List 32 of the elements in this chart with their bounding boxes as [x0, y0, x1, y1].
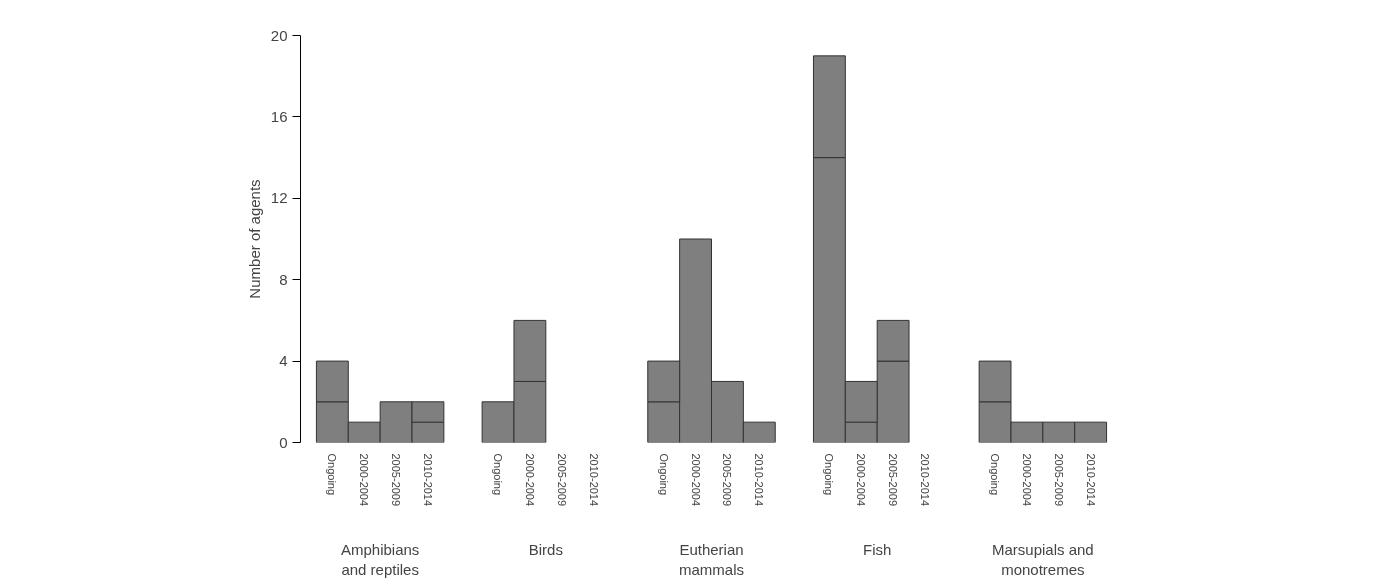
- y-tick-label: 0: [279, 433, 288, 451]
- x-tick-label: 2010-2014: [421, 453, 434, 507]
- x-tick-label: 2010-2014: [753, 453, 766, 507]
- y-tick-label: 20: [270, 26, 288, 44]
- x-tick-label: 2000-2004: [358, 453, 371, 507]
- x-tick-label: 2010-2014: [1084, 453, 1097, 507]
- x-tick-label: 2000-2004: [523, 453, 536, 507]
- x-tick-label: 2005-2009: [721, 453, 734, 507]
- x-tick-label: Ongoing: [326, 453, 339, 496]
- x-tick-label: 2005-2009: [390, 453, 403, 507]
- x-tick-label: 2005-2009: [555, 453, 568, 507]
- text: Fish: [863, 540, 892, 558]
- text: Marsupials and monotremes: [991, 540, 1094, 578]
- y-axis-title: Number of agents: [245, 179, 263, 299]
- x-tick-label: 2005-2009: [1052, 453, 1065, 507]
- text: Birds: [528, 540, 563, 558]
- x-tick-label: 2000-2004: [1020, 453, 1033, 507]
- x-tick-label: 2000-2004: [689, 453, 702, 507]
- x-tick-label: Ongoing: [492, 453, 505, 496]
- x-tick-label: Ongoing: [989, 453, 1002, 496]
- y-tick-label: 4: [279, 352, 288, 370]
- text: Eutherian mammals: [679, 540, 745, 578]
- x-tick-label: 2010-2014: [587, 453, 600, 507]
- x-tick-label: Ongoing: [823, 453, 836, 496]
- y-tick-label: 12: [270, 189, 288, 207]
- x-tick-label: 2005-2009: [887, 453, 900, 507]
- y-tick-label: 16: [270, 107, 288, 125]
- x-tick-label: 2010-2014: [918, 453, 931, 507]
- y-tick-label: 8: [279, 270, 288, 288]
- x-tick-label: Ongoing: [657, 453, 670, 496]
- x-tick-label: 2000-2004: [855, 453, 868, 507]
- text: Amphibians and reptiles: [340, 540, 420, 578]
